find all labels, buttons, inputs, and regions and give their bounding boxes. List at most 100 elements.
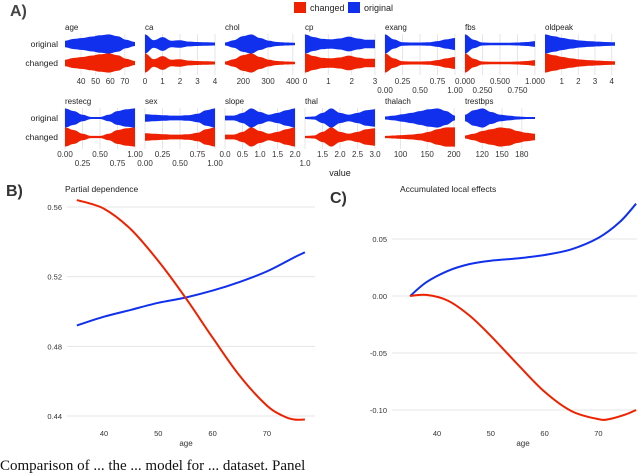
x-tick-label: 70 bbox=[594, 429, 602, 438]
x-tick-label: 0.50 bbox=[92, 150, 108, 159]
x-tick-label: 1.000 bbox=[525, 77, 546, 86]
facet-oldpeak: 1 2 3 4 oldpeak bbox=[545, 23, 615, 86]
series-line-blue bbox=[409, 203, 637, 297]
x-tick-label: 1 bbox=[326, 77, 331, 86]
facet-thal: 1.0 1.5 2.0 2.5 3.0 thal bbox=[299, 97, 381, 168]
x-tick-label: 2 bbox=[576, 77, 581, 86]
x-tick-label: 0.75 bbox=[110, 159, 126, 168]
legend-swatch-original bbox=[348, 2, 360, 13]
violin-original bbox=[305, 34, 375, 54]
x-tick-label: 100 bbox=[394, 150, 408, 159]
facet-age: 40 50 60 70 age bbox=[65, 23, 135, 86]
x-tick-label: 0.50 bbox=[172, 159, 188, 168]
x-tick-label: 0.25 bbox=[75, 159, 91, 168]
x-tick-label: 0.5 bbox=[237, 150, 249, 159]
x-tick-label: 0.250 bbox=[472, 86, 493, 95]
x-tick-label: 400 bbox=[286, 77, 300, 86]
x-tick-label: 2.5 bbox=[352, 150, 364, 159]
facet-title: trestbps bbox=[465, 97, 493, 106]
row-label-original: original bbox=[31, 39, 59, 49]
series-line-red bbox=[76, 199, 305, 421]
panel-label-b: B) bbox=[6, 183, 23, 200]
legend-label-changed: changed bbox=[310, 3, 345, 13]
x-tick-label: 0.50 bbox=[412, 86, 428, 95]
x-tick-label: 0 bbox=[303, 77, 308, 86]
facet-thalach: 100 150 200 thalach bbox=[385, 97, 461, 159]
x-tick-label: 2.0 bbox=[334, 150, 346, 159]
series-line-blue bbox=[76, 251, 306, 327]
x-tick-label: 1.00 bbox=[127, 150, 143, 159]
x-tick-label: 0.00 bbox=[137, 159, 153, 168]
x-tick-label: 0.0 bbox=[219, 150, 231, 159]
facet-ca: 0 1 2 3 4 ca bbox=[143, 23, 218, 86]
x-tick-label: 0.00 bbox=[377, 86, 393, 95]
facet-title: age bbox=[65, 23, 79, 32]
violin-changed bbox=[385, 53, 455, 73]
violin-original bbox=[545, 34, 615, 54]
facet-title: thalach bbox=[385, 97, 411, 106]
panel-label-a: A) bbox=[10, 3, 27, 20]
y-tick-label: 0.44 bbox=[47, 412, 62, 421]
facet-title: oldpeak bbox=[545, 23, 574, 32]
x-tick-label: 3 bbox=[195, 77, 200, 86]
violin-changed bbox=[65, 53, 135, 73]
x-tick-label: 3.0 bbox=[369, 150, 381, 159]
x-tick-label: 0.25 bbox=[395, 77, 411, 86]
x-tick-label: 1.0 bbox=[254, 150, 266, 159]
x-tick-label: 1.5 bbox=[272, 150, 284, 159]
accumulated-local-effects-plot: -0.10 -0.05 0.00 0.05 40 50 60 70 bbox=[370, 203, 637, 438]
x-tick-label: 50 bbox=[154, 429, 162, 438]
x-tick-label: 70 bbox=[120, 77, 129, 86]
partial-dependence-plot: 0.44 0.48 0.52 0.56 40 50 60 70 bbox=[47, 199, 315, 438]
facet-trestbps: 120 150 180 trestbps bbox=[465, 97, 535, 159]
violin-changed bbox=[305, 127, 375, 147]
x-tick-label: 180 bbox=[515, 150, 529, 159]
violin-original bbox=[465, 108, 535, 128]
x-tick-label: 1.0 bbox=[299, 159, 311, 168]
x-tick-label: 50 bbox=[91, 77, 100, 86]
facet-title: exang bbox=[385, 23, 407, 32]
x-tick-label: 1.00 bbox=[447, 86, 463, 95]
facet-title: ca bbox=[145, 23, 154, 32]
violin-changed bbox=[465, 53, 535, 73]
x-tick-label: 4 bbox=[213, 77, 218, 86]
x-tick-label: 0.75 bbox=[430, 77, 446, 86]
x-tick-label: 2 bbox=[349, 77, 354, 86]
x-tick-label: 2 bbox=[178, 77, 183, 86]
x-tick-label: 150 bbox=[421, 150, 435, 159]
violin-original bbox=[305, 108, 375, 128]
y-tick-label: 0.00 bbox=[372, 292, 387, 301]
x-tick-label: 40 bbox=[77, 77, 86, 86]
x-tick-label: 60 bbox=[106, 77, 115, 86]
x-tick-label: 120 bbox=[475, 150, 489, 159]
x-tick-label: 3 bbox=[373, 77, 378, 86]
violin-original bbox=[65, 34, 135, 54]
facet-title: sex bbox=[145, 97, 157, 106]
x-tick-label: 0.75 bbox=[190, 150, 206, 159]
x-tick-label: 0.500 bbox=[490, 77, 511, 86]
violin-original bbox=[225, 108, 295, 128]
x-tick-label: 50 bbox=[487, 429, 495, 438]
violin-original bbox=[225, 34, 295, 54]
facet-chol: 200 300 400 chol bbox=[225, 23, 300, 86]
panel-label-c: C) bbox=[330, 190, 347, 207]
y-tick-label: -0.10 bbox=[370, 406, 387, 415]
x-tick-label: 0.000 bbox=[455, 77, 476, 86]
x-tick-label: 60 bbox=[540, 429, 548, 438]
y-tick-label: -0.05 bbox=[370, 349, 387, 358]
x-tick-label: 3 bbox=[593, 77, 598, 86]
y-tick-label: 0.48 bbox=[47, 342, 62, 351]
violin-original bbox=[465, 34, 535, 54]
facet-title: thal bbox=[305, 97, 318, 106]
ale-title: Accumulated local effects bbox=[400, 184, 496, 194]
ale-x-axis-label: age bbox=[516, 439, 530, 448]
legend: changed original bbox=[294, 2, 393, 13]
x-tick-label: 0.25 bbox=[155, 150, 171, 159]
x-tick-label: 200 bbox=[237, 77, 251, 86]
row-label-changed: changed bbox=[25, 58, 58, 68]
facet-title: fbs bbox=[465, 23, 476, 32]
facet-title: cp bbox=[305, 23, 314, 32]
y-tick-label: 0.52 bbox=[47, 273, 62, 282]
facet-slope: 0.0 0.5 1.0 1.5 2.0 slope bbox=[219, 97, 301, 159]
x-tick-label: 0 bbox=[143, 77, 148, 86]
